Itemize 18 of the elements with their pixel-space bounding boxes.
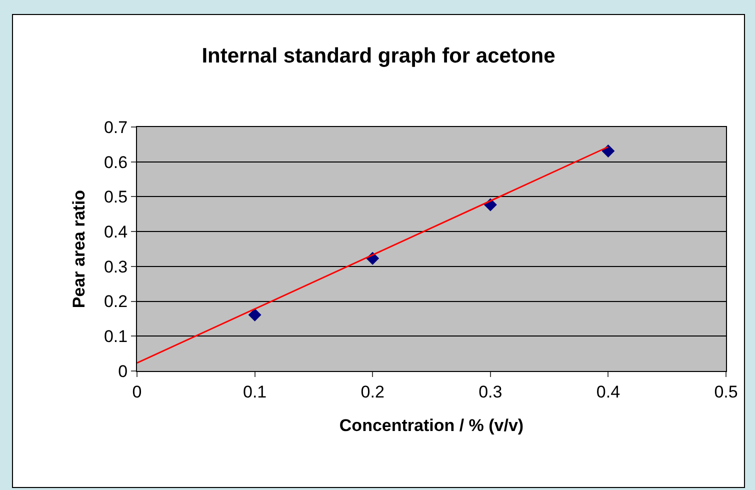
y-tick-label: 0.2 <box>104 292 128 312</box>
y-tick-label: 0.5 <box>104 188 128 207</box>
x-axis-title: Concentration / % (v/v) <box>339 416 524 435</box>
y-tick-label: 0.7 <box>104 118 128 137</box>
point <box>248 308 262 322</box>
y-axis-title: Pear area ratio <box>70 190 89 308</box>
x-tick-label: 0.4 <box>596 382 620 402</box>
x-tick-label: 0.1 <box>242 382 267 402</box>
y-tick-label: 0.1 <box>104 327 128 346</box>
y-tick-label: 0.6 <box>104 152 128 172</box>
y-tick-label: 0.3 <box>104 257 128 276</box>
x-tick-label: 0 <box>132 382 142 402</box>
y-tick-label: 0 <box>118 362 128 381</box>
y-tick-label: 0.4 <box>104 222 128 242</box>
x-tick-label: 0.5 <box>714 382 738 402</box>
x-tick-label: 0.2 <box>360 382 384 402</box>
chart-title: Internal standard graph for acetone <box>202 44 556 68</box>
x-tick-label: 0.3 <box>478 382 502 402</box>
